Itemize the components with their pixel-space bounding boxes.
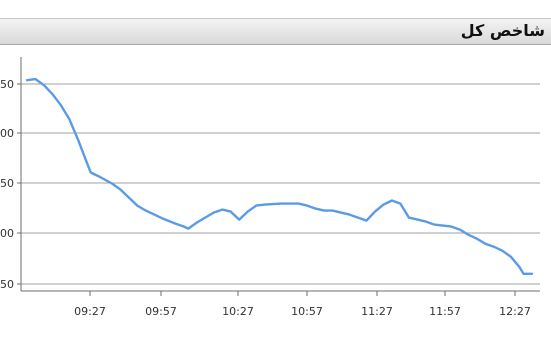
x-tick-label: 11:27 — [361, 305, 393, 318]
x-tick-label: 10:57 — [291, 305, 323, 318]
x-tick-labels: 09:27 09:57 10:27 10:57 11:27 11:57 12:27 — [74, 291, 531, 318]
chart-title: شاخص کل — [460, 21, 545, 40]
x-tick-label: 09:57 — [145, 305, 177, 318]
series-line — [25, 77, 534, 275]
y-tick-label: 00 — [0, 127, 14, 140]
y-tick-label: 50 — [0, 278, 14, 291]
x-tick-label: 10:27 — [222, 305, 254, 318]
axes — [20, 57, 540, 292]
y-tick-labels: 50 00 50 00 50 — [0, 78, 21, 291]
grid-lines — [21, 83, 540, 285]
y-tick-label: 50 — [0, 177, 14, 190]
y-tick-label: 00 — [0, 227, 14, 240]
x-tick-label: 11:57 — [429, 305, 461, 318]
x-tick-label: 09:27 — [74, 305, 106, 318]
chart-title-bar: شاخص کل — [0, 18, 551, 45]
x-tick-label: 12:27 — [499, 305, 531, 318]
y-tick-label: 50 — [0, 78, 14, 91]
